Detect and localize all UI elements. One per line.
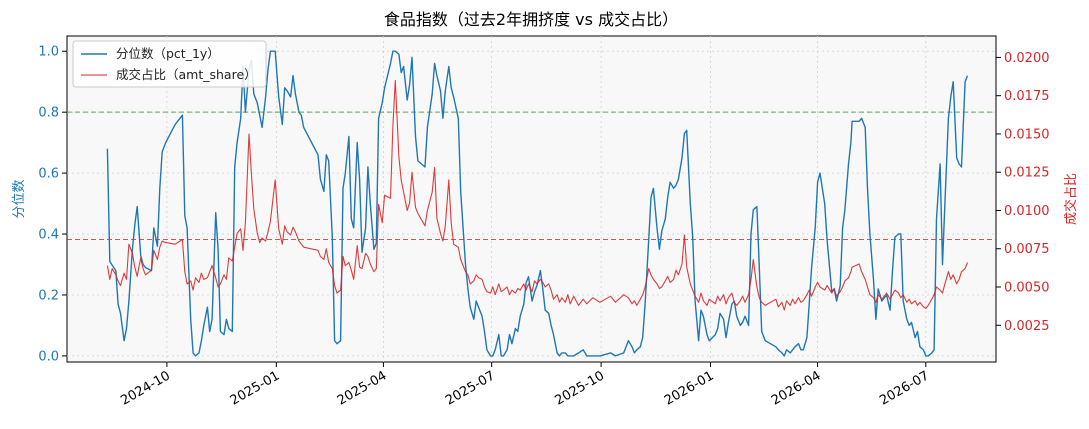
- plot-area: [66, 35, 997, 363]
- y-right-tick-label: 0.0150: [1004, 127, 1050, 142]
- chart-title: 食品指数（过去2年拥挤度 vs 成交占比）: [384, 10, 678, 29]
- legend-box: [72, 40, 267, 88]
- y-axis-right-label: 成交占比: [1063, 173, 1079, 225]
- y-right-tick-label: 0.0050: [1004, 281, 1050, 296]
- y-right-tick-label: 0.0200: [1004, 51, 1050, 66]
- y-right-tick-label: 0.0125: [1004, 166, 1050, 181]
- legend-label-pct: 分位数（pct_1y）: [116, 46, 220, 61]
- y-right-tick-label: 0.0175: [1004, 89, 1050, 104]
- series-line-amt: [106, 79, 969, 311]
- y-left-tick-label: 0.4: [38, 228, 59, 243]
- legend: 分位数（pct_1y） 成交占比（amt_share）: [72, 40, 267, 88]
- legend-label-amt: 成交占比（amt_share）: [116, 67, 257, 82]
- y-axis-left-label: 分位数: [12, 179, 27, 218]
- y-left-tick-label: 0.8: [38, 106, 59, 121]
- y-left-tick-label: 0.2: [38, 288, 59, 303]
- y-right-tick-label: 0.0025: [1004, 319, 1050, 334]
- reference-lines: [67, 111, 996, 241]
- y-right-tick-label: 0.0075: [1004, 242, 1050, 257]
- y-left-tick-label: 0.6: [38, 167, 59, 182]
- y-left-tick-label: 1.0: [38, 45, 59, 60]
- y-left-tick-label: 0.0: [38, 349, 59, 364]
- y-right-tick-label: 0.0100: [1004, 204, 1050, 219]
